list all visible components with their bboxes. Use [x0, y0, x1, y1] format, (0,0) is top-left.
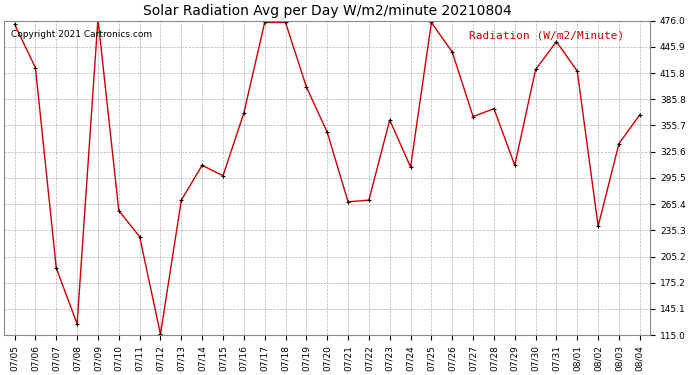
- Text: Radiation (W/m2/Minute): Radiation (W/m2/Minute): [469, 30, 624, 40]
- Text: Copyright 2021 Cartronics.com: Copyright 2021 Cartronics.com: [10, 30, 152, 39]
- Title: Solar Radiation Avg per Day W/m2/minute 20210804: Solar Radiation Avg per Day W/m2/minute …: [143, 4, 511, 18]
